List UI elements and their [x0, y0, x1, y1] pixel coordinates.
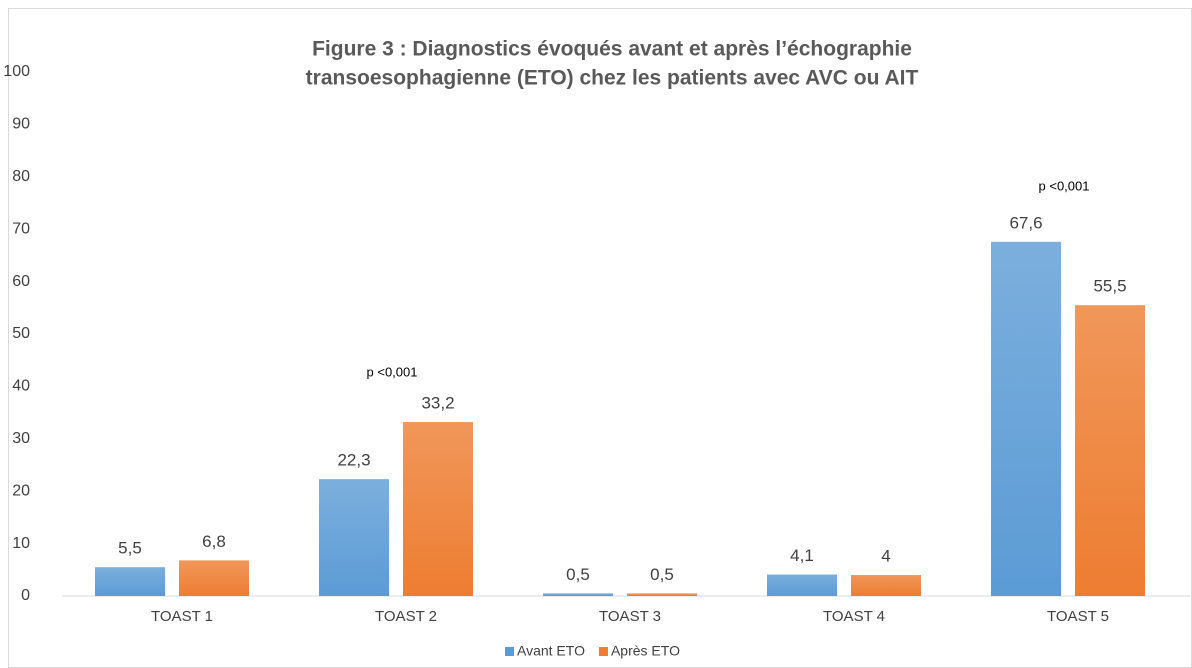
y-tick-label: 70 — [12, 220, 30, 237]
y-tick-label: 60 — [12, 273, 30, 290]
annotation: p <0,001 — [367, 365, 418, 380]
y-tick-label: 90 — [12, 116, 30, 133]
value-label: 22,3 — [337, 451, 370, 470]
chart-title: Figure 3 : Diagnostics évoqués avant et … — [312, 38, 912, 61]
chart-title: transoesophagienne (ETO) chez les patien… — [306, 67, 919, 90]
value-label: 0,5 — [566, 565, 590, 584]
x-tick-label: TOAST 5 — [1047, 608, 1109, 625]
legend-label: Avant ETO — [517, 643, 585, 659]
x-tick-label: TOAST 4 — [823, 608, 885, 625]
annotation: p <0,001 — [1039, 179, 1090, 194]
y-tick-label: 10 — [12, 535, 30, 552]
x-tick-label: TOAST 2 — [375, 608, 437, 625]
value-label: 4,1 — [790, 546, 814, 565]
value-label: 33,2 — [421, 394, 454, 413]
legend-swatch — [505, 647, 514, 656]
bar — [767, 574, 837, 596]
bar — [179, 560, 249, 596]
bar — [627, 593, 697, 596]
y-tick-label: 80 — [12, 168, 30, 185]
value-label: 55,5 — [1093, 277, 1126, 296]
bar — [851, 575, 921, 596]
legend-label: Après ETO — [611, 643, 680, 659]
y-tick-label: 100 — [3, 63, 30, 80]
y-tick-label: 20 — [12, 482, 30, 499]
y-tick-label: 40 — [12, 378, 30, 395]
value-label: 0,5 — [650, 565, 674, 584]
value-label: 5,5 — [118, 539, 142, 558]
y-tick-label: 50 — [12, 325, 30, 342]
bar — [403, 422, 473, 596]
bar — [1075, 305, 1145, 596]
bar — [991, 241, 1061, 596]
x-tick-label: TOAST 1 — [151, 608, 213, 625]
legend-swatch — [598, 647, 608, 656]
bar — [95, 567, 165, 596]
x-tick-label: TOAST 3 — [599, 608, 661, 625]
value-label: 4 — [881, 547, 890, 566]
value-label: 67,6 — [1009, 213, 1042, 232]
bar — [543, 593, 613, 596]
bar — [319, 479, 389, 596]
y-tick-label: 0 — [21, 587, 30, 604]
y-tick-label: 30 — [12, 430, 30, 447]
value-label: 6,8 — [202, 532, 226, 551]
